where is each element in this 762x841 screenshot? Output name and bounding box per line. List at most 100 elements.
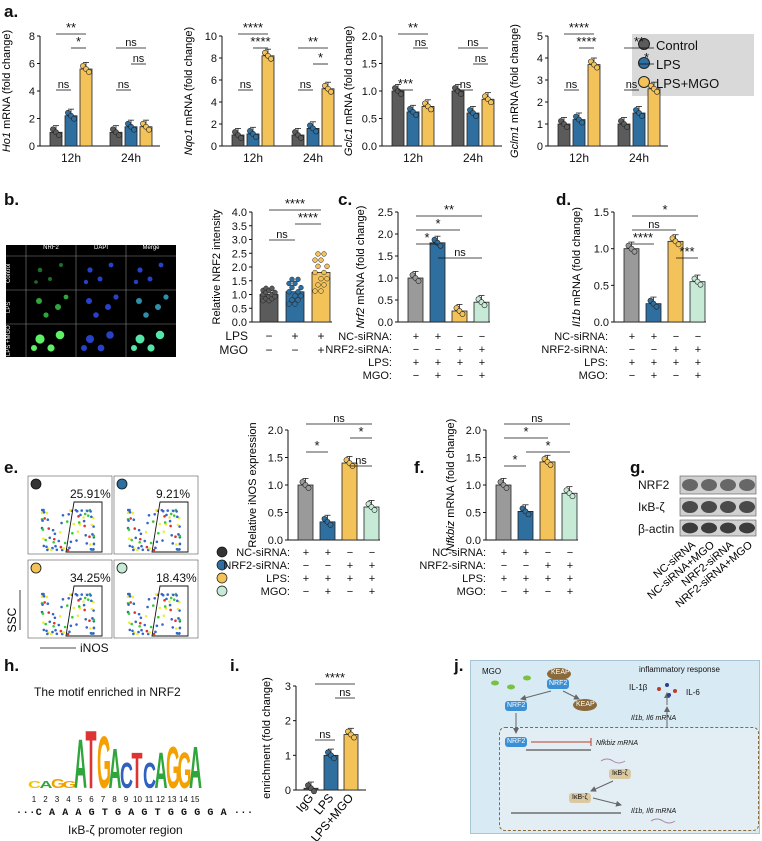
chart-f-tick-label: 0.5 <box>466 508 481 520</box>
flow-point <box>92 626 96 630</box>
flow-point <box>45 545 48 549</box>
blot-band <box>701 522 717 534</box>
chart-e-tick-label: 1.0 <box>268 480 283 492</box>
chart-a3-bar-point <box>654 88 660 95</box>
flow-point <box>151 520 155 523</box>
chart-a1-bar <box>261 55 275 147</box>
chart-f-ylabel-gene: Nfkbiz <box>445 520 457 551</box>
flow-point <box>136 548 139 552</box>
chart-b-point <box>318 288 324 294</box>
flow-point <box>129 517 132 520</box>
motif-position: 4 <box>66 795 71 804</box>
chart-e-bar <box>341 462 358 541</box>
chart-a3-s3-sig: ** <box>634 34 644 49</box>
legend-label-lps-mgo: LPS+MGO <box>656 76 720 91</box>
chart-d-row-cell: − <box>673 331 679 343</box>
label-ikb-1: IκB-ζ <box>612 770 628 777</box>
chart-b-s1-sig: ns <box>276 229 288 241</box>
flow-point <box>145 545 149 549</box>
motif-position: 9 <box>124 795 129 804</box>
chart-f-s1-sig: * <box>523 424 528 439</box>
chart-e-tick-label: 0.5 <box>268 508 283 520</box>
chart-a2-bar <box>421 106 435 147</box>
chart-b-row-cell: − <box>265 329 272 343</box>
label-nrf2-top: NRF2 <box>549 680 568 687</box>
chart-d-row-cell: − <box>673 370 679 382</box>
chart-a1-ylabel-suffix: mRNA (fold change) <box>183 27 195 129</box>
flow-point <box>134 536 138 540</box>
chart-a2-bar <box>451 90 465 147</box>
flow-point <box>41 519 44 522</box>
flow-point <box>82 603 86 607</box>
chart-f-row-cell: + <box>501 573 507 585</box>
chart-d-row-cell: + <box>651 357 657 369</box>
chart-a2-tick-label: 0.5 <box>362 114 377 126</box>
chart-a1-s3-sig: ** <box>308 34 318 49</box>
chart-e-row-cell: − <box>325 560 331 572</box>
chart-f-ylabel: Nfkbiz mRNA (fold change) <box>445 419 457 552</box>
flow-point <box>137 546 140 550</box>
flow-point <box>126 508 130 512</box>
flow-point <box>171 626 175 629</box>
flow-point <box>55 548 59 552</box>
flow-point <box>51 528 55 532</box>
chart-f-row-cell: + <box>501 547 507 559</box>
flow-point <box>76 530 80 533</box>
flow-point <box>176 515 179 519</box>
flow-point <box>63 625 67 629</box>
blot-band <box>682 522 698 534</box>
chart-f-tick-label: 0.0 <box>466 535 481 547</box>
chart-b-point <box>315 251 321 257</box>
label-keap-top: KEAP <box>551 669 570 676</box>
flow-point <box>158 606 162 610</box>
chart-e-s1-sig: * <box>358 424 363 439</box>
flow-gate <box>65 585 103 637</box>
flow-point <box>79 513 82 517</box>
flow-point <box>80 593 84 596</box>
chart-c-ylabel-suffix: mRNA (fold change) <box>355 206 367 308</box>
flow-point <box>127 519 130 522</box>
chart-e-row-cell: + <box>369 560 375 572</box>
flow-point <box>127 603 130 606</box>
chart-e-row-cell: + <box>325 573 331 585</box>
chart-c-row-cell: + <box>479 370 485 382</box>
flow-point <box>62 547 65 550</box>
chart-a3-bar-point <box>594 64 600 71</box>
chart-a0-ylabel: Ho1 mRNA (fold change) <box>1 30 13 152</box>
flow-point <box>85 626 89 629</box>
chart-b-point <box>269 285 275 291</box>
chart-a1-tick-label: 4 <box>211 97 217 109</box>
chart-d-row-cell: + <box>673 344 679 356</box>
flow-point <box>138 540 141 544</box>
label-mrna-top-text: Il1b, Il6 mRNA <box>631 715 677 722</box>
chart-d-row-cell: + <box>673 357 679 369</box>
legend-item-control: Control <box>638 38 698 53</box>
chart-f-row-cell: − <box>501 586 507 598</box>
flow-point <box>144 530 148 534</box>
flow-point <box>132 632 135 636</box>
chart-a1-tick-label: 0 <box>211 141 217 153</box>
flow-point <box>154 546 157 550</box>
chart-a2-s5-sig: ns <box>460 79 472 91</box>
flow-point <box>153 596 157 600</box>
flow-point <box>158 522 162 526</box>
blot-label-actin: β-actin <box>638 522 675 536</box>
chart-c-tick-label: 2.0 <box>378 229 393 241</box>
flow-point <box>82 519 86 523</box>
chart-a2-bar-point <box>488 99 494 106</box>
flow-point <box>77 605 81 608</box>
blot-band <box>682 501 698 513</box>
motif-letter: A <box>74 725 87 803</box>
flow-point <box>130 622 134 626</box>
chart-a2-xtick: 24h <box>463 151 483 165</box>
chart-c-row-cell: − <box>413 370 419 382</box>
chart-b-point <box>321 269 327 276</box>
flow-point <box>174 543 178 546</box>
chart-b-point <box>315 282 321 288</box>
chart-f-row-cell: − <box>523 560 529 572</box>
chart-d-row-cell: + <box>695 370 701 382</box>
blot-strip <box>679 475 757 495</box>
flow-point <box>174 535 177 539</box>
panel-label-j: j. <box>454 656 464 675</box>
chart-e-bar-point <box>371 507 378 513</box>
